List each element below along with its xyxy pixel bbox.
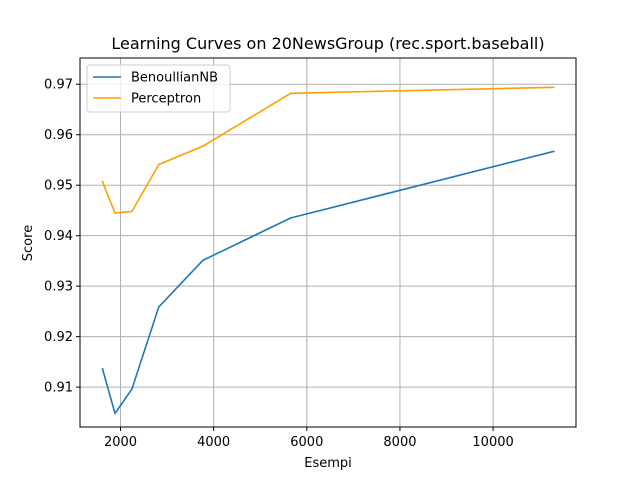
data-point-perceptron: [158, 163, 160, 166]
data-point-benoulliannb: [114, 412, 116, 415]
x-tick-label: 10000: [472, 435, 513, 450]
data-point-perceptron: [289, 92, 292, 95]
data-point-perceptron: [101, 180, 104, 183]
y-axis-ticks: 0.91 0.92 0.93 0.94 0.95 0.96 0.97: [44, 78, 80, 396]
legend-label-perceptron: Perceptron: [131, 92, 201, 107]
y-tick-label: 0.95: [44, 179, 73, 194]
data-point-benoulliannb: [101, 368, 104, 370]
data-point-benoulliannb: [131, 388, 133, 390]
x-tick-label: 8000: [383, 435, 416, 450]
y-tick-label: 0.93: [44, 280, 73, 295]
grid: [80, 58, 576, 427]
x-axis-label: Esempi: [304, 456, 352, 471]
data-point-perceptron: [114, 212, 116, 214]
y-tick-label: 0.92: [44, 330, 73, 345]
data-point-perceptron: [131, 210, 133, 213]
legend: BenoullianNB Perceptron: [86, 64, 231, 113]
x-tick-label: 4000: [197, 435, 230, 450]
legend-frame: [86, 64, 231, 113]
y-tick-label: 0.91: [44, 381, 73, 396]
x-tick-label: 2000: [104, 435, 137, 450]
y-tick-label: 0.97: [44, 78, 73, 93]
data-point-perceptron: [202, 145, 204, 148]
y-tick-label: 0.94: [44, 229, 73, 244]
data-point-perceptron: [552, 86, 555, 89]
data-point-benoulliannb: [552, 150, 555, 153]
plot-frame: [79, 57, 577, 428]
legend-items: BenoullianNB Perceptron: [93, 71, 218, 107]
legend-label-benoulliannb: BenoullianNB: [131, 71, 218, 86]
series-lines: [101, 86, 555, 415]
x-axis-ticks: 2000 4000 6000 8000 10000: [104, 427, 514, 450]
y-axis-label: Score: [21, 225, 36, 261]
chart-title: Learning Curves on 20NewsGroup (rec.spor…: [111, 34, 544, 53]
data-point-benoulliannb: [202, 259, 204, 262]
x-tick-label: 6000: [290, 435, 323, 450]
data-point-benoulliannb: [289, 217, 292, 219]
y-tick-label: 0.96: [44, 128, 73, 143]
data-point-benoulliannb: [158, 306, 160, 308]
